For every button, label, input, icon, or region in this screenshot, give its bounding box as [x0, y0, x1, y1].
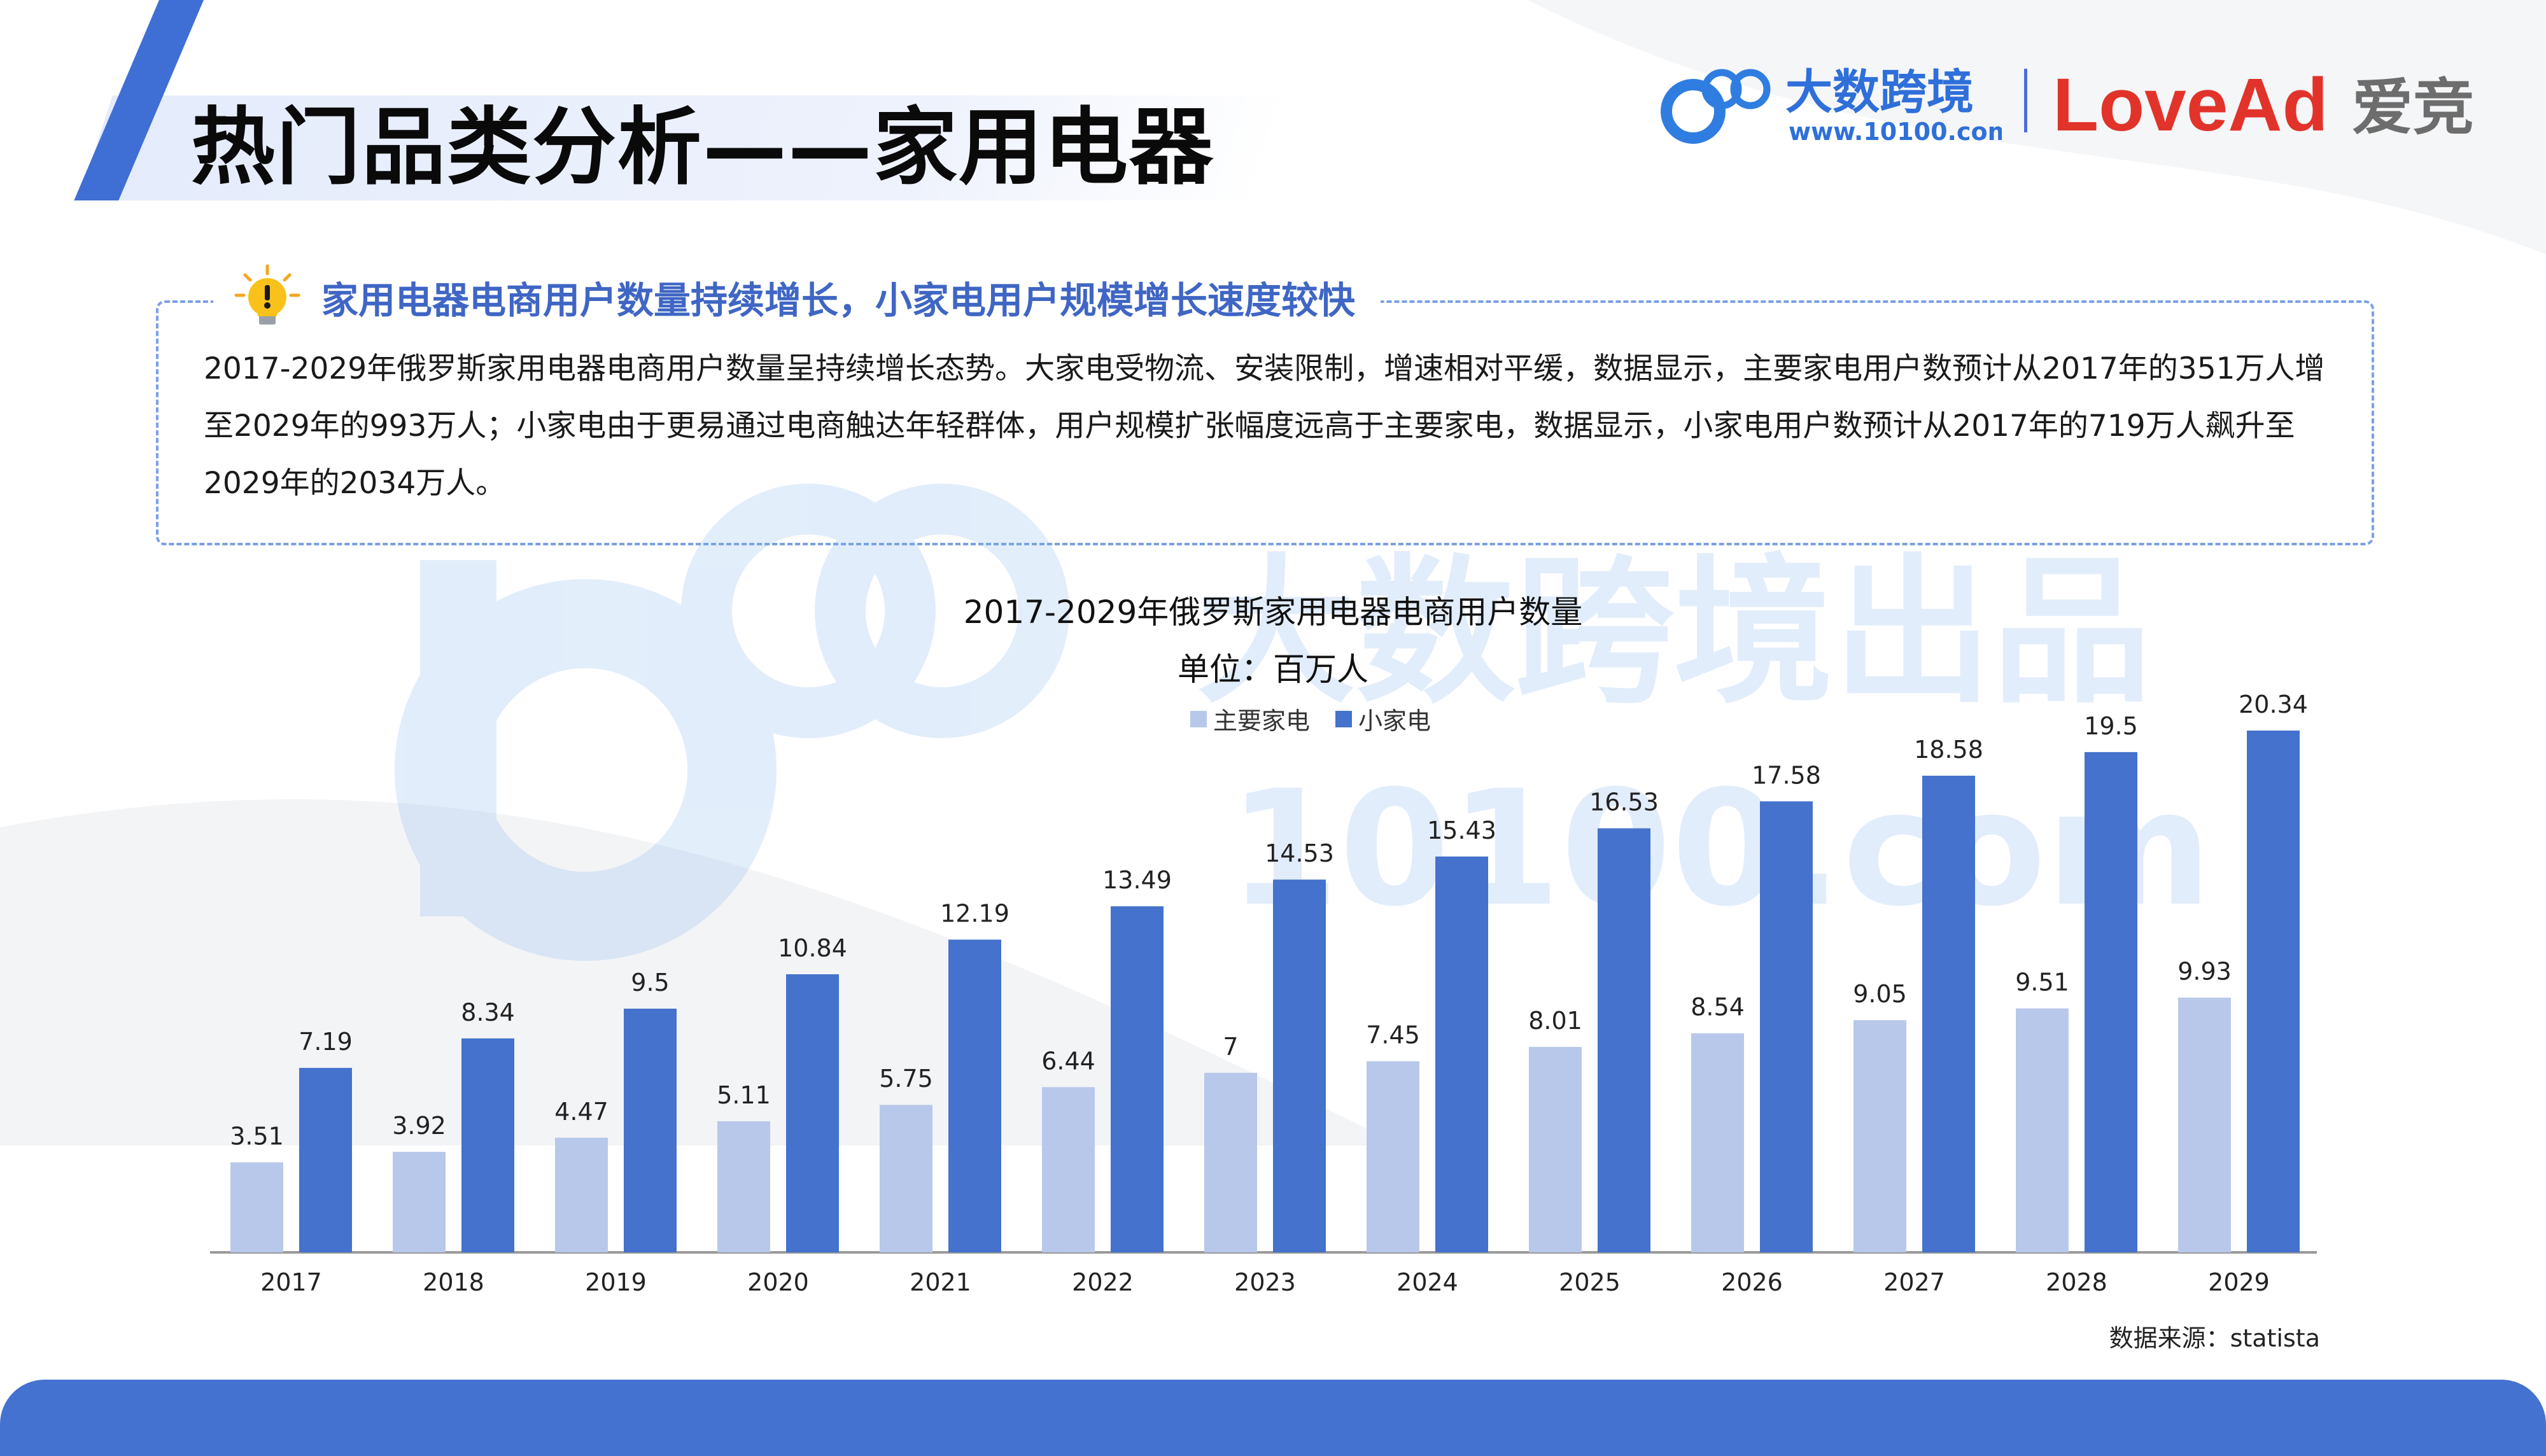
bar-major-2020	[717, 1121, 770, 1252]
bar-small-2018	[461, 1038, 514, 1252]
bar-small-2029	[2247, 731, 2300, 1252]
bar-major-2028	[2016, 1008, 2069, 1252]
bar-small-2022	[1111, 906, 1164, 1252]
bar-major-2018	[393, 1151, 446, 1252]
x-tick-label-2028: 2028	[2046, 1268, 2107, 1296]
data-label-major-2017: 3.51	[230, 1122, 284, 1150]
bar-small-2017	[299, 1068, 352, 1252]
data-label-major-2025: 8.01	[1528, 1007, 1582, 1035]
data-label-major-2023: 7	[1223, 1033, 1238, 1061]
bar-small-2019	[624, 1009, 677, 1252]
chart-legend: 主要家电 小家电	[1190, 701, 1456, 736]
x-tick-label-2029: 2029	[2208, 1268, 2270, 1296]
data-label-major-2027: 9.05	[1853, 980, 1907, 1008]
summary-heading: 家用电器电商用户数量持续增长，小家电用户规模增长速度较快	[321, 279, 1356, 322]
bar-major-2025	[1529, 1047, 1582, 1252]
x-tick-label-2023: 2023	[1234, 1268, 1296, 1296]
data-label-major-2021: 5.75	[879, 1065, 933, 1093]
data-label-small-2024: 15.43	[1427, 816, 1496, 844]
dashujiajing-logo: 大数跨境 www.10100.com	[1661, 65, 2002, 146]
lovead-cn: 爱竞	[2352, 72, 2474, 143]
x-tick-label-2021: 2021	[910, 1268, 971, 1296]
bar-major-2027	[1853, 1020, 1906, 1252]
data-label-major-2029: 9.93	[2177, 958, 2232, 986]
data-label-small-2026: 17.58	[1752, 761, 1821, 789]
bar-major-2029	[2178, 997, 2231, 1252]
bar-small-2020	[786, 974, 839, 1252]
bar-major-2024	[1367, 1061, 1419, 1252]
data-label-major-2026: 8.54	[1691, 993, 1745, 1021]
brand-divider	[2024, 69, 2027, 132]
legend-label-small: 小家电	[1358, 707, 1431, 735]
bar-small-2028	[2085, 752, 2137, 1252]
legend-item-major: 主要家电	[1190, 701, 1310, 736]
page-title: 热门品类分析——家用电器	[191, 99, 1214, 197]
data-label-major-2018: 3.92	[392, 1112, 446, 1140]
data-label-small-2017: 7.19	[299, 1028, 353, 1056]
data-label-major-2024: 7.45	[1366, 1021, 1420, 1049]
bar-small-2026	[1760, 801, 1813, 1252]
bar-major-2026	[1691, 1033, 1744, 1252]
legend-swatch-small	[1335, 710, 1353, 727]
x-tick-label-2019: 2019	[585, 1268, 647, 1296]
bar-major-2022	[1042, 1087, 1095, 1252]
data-source: 数据来源：statista	[2109, 1324, 2320, 1352]
bar-major-2019	[555, 1137, 608, 1252]
summary-paragraph: 2017-2029年俄罗斯家用电器电商用户数量呈持续增长态势。大家电受物流、安装…	[204, 351, 2325, 501]
data-label-small-2022: 13.49	[1102, 866, 1172, 894]
legend-label-major: 主要家电	[1213, 707, 1311, 735]
data-label-major-2020: 5.11	[717, 1081, 771, 1109]
x-tick-label-2018: 2018	[423, 1268, 484, 1296]
bar-major-2023	[1204, 1072, 1257, 1252]
data-label-small-2029: 20.34	[2239, 690, 2308, 718]
x-tick-label-2026: 2026	[1721, 1268, 1783, 1296]
bottom-bar	[0, 1380, 2546, 1456]
data-label-major-2019: 4.47	[554, 1098, 608, 1126]
x-tick-label-2020: 2020	[747, 1268, 809, 1296]
lovead-logo: LoveAd 爱竞	[2053, 63, 2474, 147]
bar-small-2023	[1273, 879, 1326, 1252]
x-tick-label-2027: 2027	[1883, 1268, 1945, 1296]
bar-small-2027	[1922, 775, 1975, 1252]
data-label-small-2023: 14.53	[1265, 839, 1334, 867]
summary-header: 家用电器电商用户数量持续增长，小家电用户规模增长速度较快	[213, 262, 1381, 332]
data-label-small-2028: 19.5	[2084, 712, 2138, 740]
data-label-major-2022: 6.44	[1041, 1047, 1095, 1075]
data-label-small-2020: 10.84	[778, 934, 847, 962]
chart-title: 2017-2029年俄罗斯家用电器电商用户数量	[963, 594, 1583, 631]
x-tick-label-2022: 2022	[1072, 1268, 1134, 1296]
bar-small-2025	[1598, 828, 1650, 1252]
bar-small-2024	[1435, 856, 1488, 1252]
chart-subtitle: 单位：百万人	[1178, 651, 1368, 688]
bar-major-2021	[880, 1105, 932, 1252]
legend-swatch-major	[1190, 710, 1207, 727]
logo-brand-url: www.10100.com	[1789, 118, 2002, 146]
data-label-small-2025: 16.53	[1589, 788, 1659, 816]
x-tick-label-2017: 2017	[260, 1268, 322, 1296]
data-label-small-2018: 8.34	[461, 998, 515, 1026]
lovead-wordmark: LoveAd	[2053, 63, 2328, 147]
data-label-small-2019: 9.5	[631, 969, 669, 997]
logo-brand-name: 大数跨境	[1785, 65, 1974, 120]
data-label-small-2027: 18.58	[1914, 736, 1983, 764]
x-tick-label-2025: 2025	[1559, 1268, 1621, 1296]
data-label-small-2021: 12.19	[940, 900, 1009, 928]
x-tick-label-2024: 2024	[1396, 1268, 1458, 1296]
legend-item-small: 小家电	[1335, 701, 1431, 736]
data-label-major-2028: 9.51	[2015, 969, 2069, 997]
bar-small-2021	[948, 939, 1001, 1252]
lightbulb-icon	[234, 264, 300, 325]
bar-major-2017	[230, 1162, 283, 1252]
